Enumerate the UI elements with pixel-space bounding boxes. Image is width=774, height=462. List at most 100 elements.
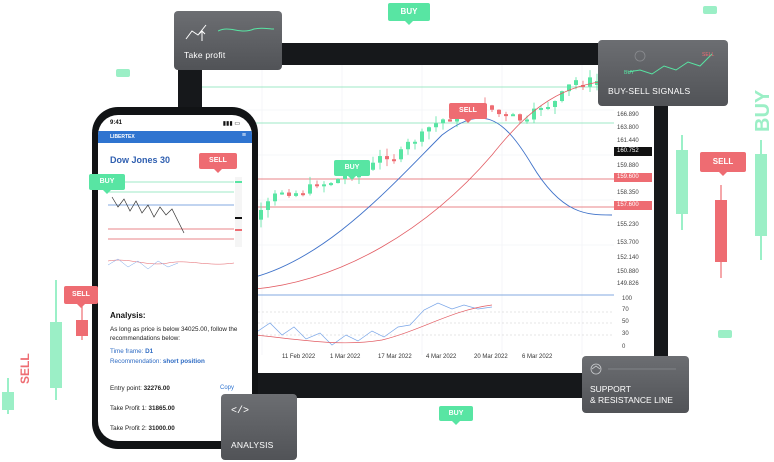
buy-sell-signals-label: BUY-SELL SIGNALS [608,86,691,96]
candle-body [427,127,431,132]
candle-body [392,159,396,162]
recommendation-row: Recommendation: short position [110,357,205,366]
candle-body [546,106,550,109]
tp2-value: 31000.00 [148,425,175,432]
date-label: 4 Mar 2022 [426,354,457,360]
tp2-label: Take Profit 2: [110,425,147,432]
instrument-title: Dow Jones 30 [110,155,171,165]
recommendation-label: Recommendation: [110,358,162,365]
left-decor-candles [2,280,88,414]
entry-value: 32276.00 [143,385,170,392]
decor-tag [703,6,717,14]
vertical-sell-text: SELL [18,353,32,384]
candle-body [504,114,508,117]
recommendation-value: short position [162,358,205,365]
candle-body [273,193,277,202]
decor-tag [718,330,732,338]
price-axis: 166.890 163.800 161.440 160.752 159.880 … [614,65,654,295]
take-profit-wave [218,27,274,32]
candle-body [259,209,263,220]
candle-body [336,178,340,184]
floating-buy-tag-bottom: BUY [439,406,473,425]
analysis-card: </> ANALYSIS [221,394,297,460]
candle-body [266,201,270,210]
timeframe-row: Time frame: D1 [110,347,153,356]
phone-device: 9:41 ▮▮▮ ▭ LIBERTEX ≡ Dow Jones 30 Analy… [92,107,258,449]
floating-sell-tag-left: SELL [64,286,98,308]
candle-body [434,123,438,128]
candle-body [511,114,515,117]
take-profit-1-row: Take Profit 1: 31865.00 [110,405,242,412]
candle-body [595,80,599,85]
candle-body [385,156,389,160]
phone-buy-tag: BUY [89,174,125,194]
copy-entry-button[interactable]: Copy [219,385,234,391]
date-label: 20 Mar 2022 [474,354,508,360]
right-decor-candles [676,135,767,278]
entry-label: Entry point: [110,385,142,392]
candle-body [287,192,291,196]
candle-body [525,119,529,122]
app-brand: LIBERTEX [110,134,135,140]
support-price-tag: 157.600 [614,201,652,210]
analysis-heading: Analysis: [110,311,146,320]
date-label: 1 Mar 2022 [330,354,361,360]
candle-body [518,114,522,121]
signal-battery-icon: ▮▮▮ ▭ [222,121,240,127]
candle-body [441,119,445,124]
candle-body [329,183,333,186]
tablet-chart-screen: 166.890 163.800 161.440 160.752 159.880 … [202,65,654,373]
candle-body [560,91,564,102]
support-resistance-card: SUPPORT & RESISTANCE LINE [582,356,689,413]
candle-body [539,107,543,110]
menu-icon[interactable]: ≡ [241,132,246,139]
candle-body [553,101,557,107]
price-label: 149.826 [617,281,639,287]
analysis-text: As long as price is below 34025.00, foll… [110,326,238,342]
tablet-device: 166.890 163.800 161.440 160.752 159.880 … [178,43,668,398]
date-label: 11 Feb 2022 [282,354,316,360]
tp1-label: Take Profit 1: [110,405,147,412]
candle-body [378,156,382,163]
signals-mini-chart [628,50,713,75]
candle-body [322,184,326,187]
candle-body [308,184,312,194]
phone-sell-tag: SELL [199,153,237,173]
candle-body [294,193,298,196]
chart-buy-tag: BUY [334,160,370,180]
candle-body [315,184,319,187]
price-label: 152.140 [617,255,639,261]
support-resistance-icon [590,363,676,375]
candle-body [588,77,592,87]
main-price-chart [202,65,614,355]
date-label: 17 Mar 2022 [378,354,412,360]
take-profit-icon [185,24,207,41]
status-time: 9:41 [110,120,123,126]
price-label: 150.880 [617,269,639,275]
date-axis: 11 Feb 2022 1 Mar 2022 17 Mar 2022 4 Mar… [202,352,614,366]
support-label-line2: & RESISTANCE LINE [590,395,673,405]
osc-label: 30 [622,331,629,337]
app-header: LIBERTEX ≡ [98,131,252,143]
candle-body [413,141,417,144]
phone-screen: 9:41 ▮▮▮ ▭ LIBERTEX ≡ Dow Jones 30 Analy… [98,115,252,441]
take-profit-2-row: Take Profit 2: 31000.00 [110,425,242,432]
resistance-price-tag: 159.600 [614,173,652,182]
buy-sell-signals-card: SELL BUY BUY-SELL SIGNALS [598,40,728,106]
candle-body [574,80,578,85]
code-icon: </> [231,406,250,417]
candle-body [490,105,494,110]
signals-sell-mark: SELL [702,52,715,58]
price-label: 155.230 [617,222,639,228]
candle-body [420,131,424,142]
date-label: 6 Mar 2022 [522,354,553,360]
candle-body [567,84,571,92]
candle-body [301,193,305,196]
candle-body [371,162,375,170]
price-label: 163.800 [617,125,639,131]
candle-body [406,141,410,150]
phone-mini-chart [108,177,242,287]
decor-tag [116,69,130,77]
phone-status-bar: 9:41 ▮▮▮ ▭ [98,115,252,131]
current-price-tag: 160.752 [614,147,652,156]
